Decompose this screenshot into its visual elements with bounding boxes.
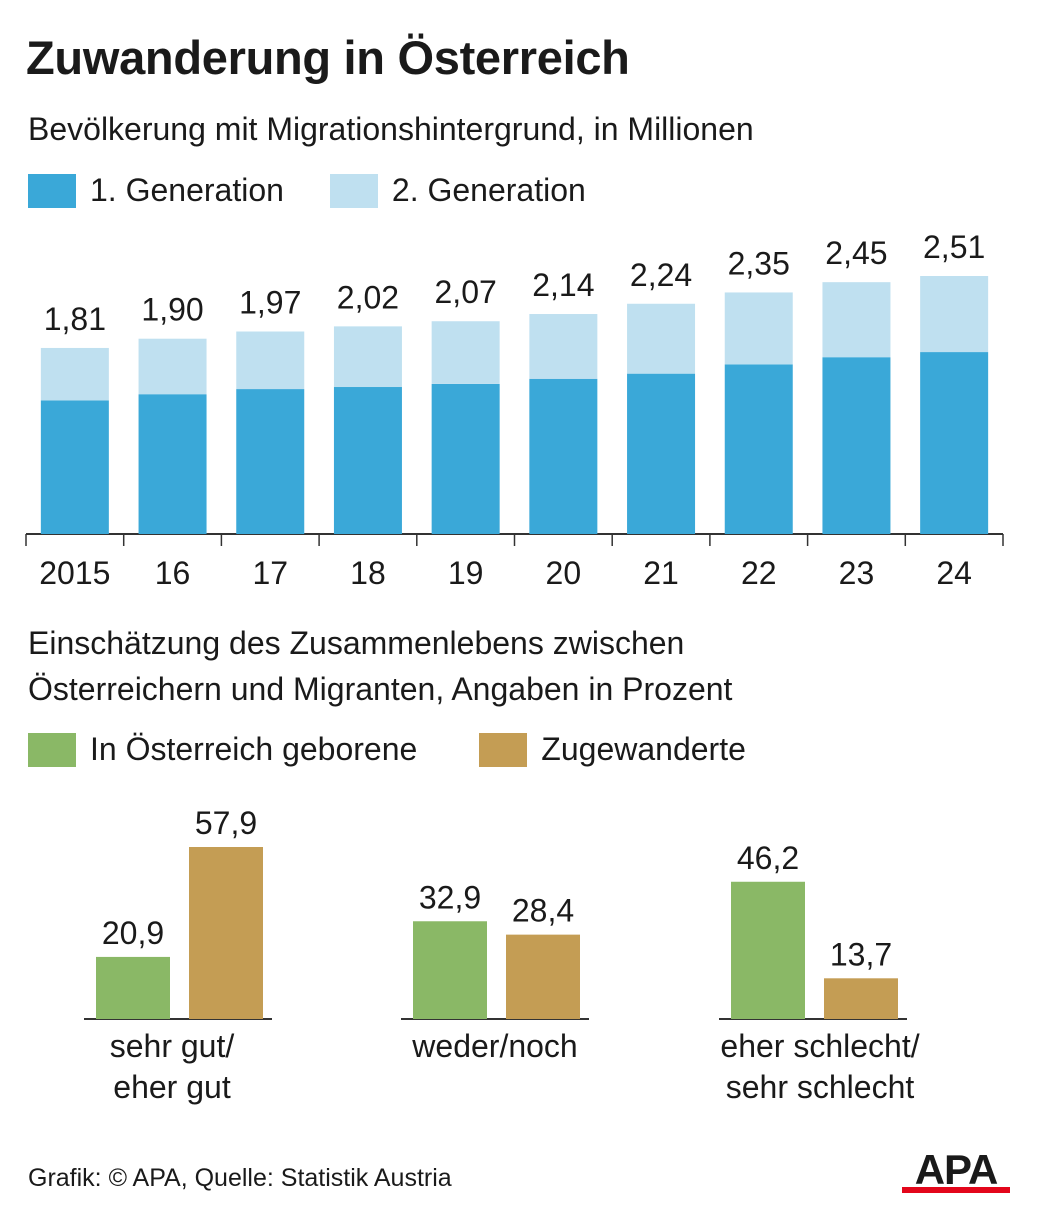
bottom-subtitle-line2: Österreichern und Migranten, Angaben in … (28, 671, 733, 707)
legend-swatch-gen1 (28, 173, 76, 208)
bar-gen1-24 (920, 352, 989, 534)
total-label-23: 2,45 (825, 235, 887, 271)
legend-label-born: In Österreich geborene (90, 731, 418, 767)
x-tick-label-16: 16 (155, 555, 191, 591)
bar-gen2-2015 (40, 347, 109, 401)
bar-born-1 (96, 956, 170, 1019)
total-label-17: 1,97 (239, 285, 301, 321)
apa-logo-bar (902, 1187, 1010, 1193)
legend-swatch-immigrant (479, 732, 528, 767)
x-tick-label-19: 19 (448, 555, 484, 591)
bar-gen1-19 (431, 383, 500, 534)
x-tick-label-2015: 2015 (39, 555, 110, 591)
bar-gen2-20 (529, 314, 598, 379)
total-label-16: 1,90 (141, 292, 203, 328)
bar-gen1-22 (724, 364, 793, 534)
legend-swatch-born (28, 732, 76, 767)
x-tick-label-22: 22 (741, 555, 777, 591)
bar-gen2-23 (822, 282, 891, 358)
total-label-2015: 1,81 (44, 301, 106, 337)
category-label-1-line2: eher gut (113, 1069, 231, 1105)
x-tick-label-23: 23 (839, 555, 875, 591)
total-label-21: 2,24 (630, 257, 692, 293)
bar-gen1-17 (236, 389, 305, 534)
bar-gen1-2015 (40, 400, 109, 534)
category-label-2-line1: weder/noch (411, 1028, 577, 1064)
legend-label-gen1: 1. Generation (90, 172, 284, 208)
legend-label-gen2: 2. Generation (391, 172, 586, 208)
total-label-18: 2,02 (337, 279, 399, 315)
x-tick-label-20: 20 (546, 555, 582, 591)
bar-gen2-16 (138, 338, 207, 395)
legend-swatch-gen2 (329, 173, 378, 208)
bar-gen2-24 (920, 276, 989, 353)
bar-born-2 (413, 921, 487, 1019)
total-label-24: 2,51 (923, 229, 985, 265)
legend-item-gen1: 1. Generation (28, 172, 284, 209)
bar-gen2-21 (627, 303, 696, 374)
value-label-born-1: 20,9 (102, 915, 164, 951)
chart-title: Zuwanderung in Österreich (26, 31, 630, 84)
bar-born-3 (731, 881, 805, 1019)
x-tick-label-18: 18 (350, 555, 386, 591)
bar-gen2-19 (431, 321, 500, 384)
value-label-immigrant-3: 13,7 (830, 936, 892, 972)
value-label-born-3: 46,2 (737, 840, 799, 876)
bar-gen1-21 (627, 373, 696, 534)
category-label-1-line1: sehr gut/ (110, 1028, 235, 1064)
total-label-19: 2,07 (435, 274, 497, 310)
apa-logo: APA (902, 1148, 1010, 1193)
bar-gen1-23 (822, 357, 891, 534)
bar-immigrant-2 (506, 934, 580, 1019)
x-tick-label-17: 17 (252, 555, 288, 591)
value-label-immigrant-2: 28,4 (512, 893, 574, 929)
bar-gen2-18 (333, 326, 402, 388)
source-credit: Grafik: © APA, Quelle: Statistik Austria (28, 1164, 452, 1192)
category-label-3-line1: eher schlecht/ (720, 1028, 919, 1064)
total-label-20: 2,14 (532, 267, 594, 303)
legend-item-immigrant: Zugewanderte (479, 731, 746, 768)
top-chart-subtitle: Bevölkerung mit Migrationshintergrund, i… (28, 111, 754, 147)
bottom-chart-subtitle: Einschätzung des Zusammenlebens zwischen… (28, 620, 732, 712)
bar-gen1-18 (333, 387, 402, 534)
legend-item-gen2: 2. Generation (329, 172, 586, 209)
bar-gen2-17 (236, 331, 305, 390)
total-label-22: 2,35 (728, 245, 790, 281)
top-legend: 1. Generation 2. Generation (28, 172, 632, 209)
legend-label-immigrant: Zugewanderte (541, 731, 746, 767)
bar-immigrant-3 (824, 978, 898, 1019)
bar-gen2-22 (724, 292, 793, 365)
legend-item-born: In Österreich geborene (28, 731, 417, 768)
category-label-3-line2: sehr schlecht (726, 1069, 915, 1105)
x-tick-label-24: 24 (936, 555, 972, 591)
bottom-subtitle-line1: Einschätzung des Zusammenlebens zwischen (28, 625, 685, 661)
bar-gen1-20 (529, 378, 598, 534)
bar-gen1-16 (138, 394, 207, 534)
apa-logo-text: APA (915, 1148, 998, 1193)
bottom-legend: In Österreich geborene Zugewanderte (28, 731, 792, 768)
value-label-immigrant-1: 57,9 (195, 805, 257, 841)
value-label-born-2: 32,9 (419, 879, 481, 915)
x-tick-label-21: 21 (643, 555, 679, 591)
bar-immigrant-1 (189, 847, 263, 1019)
